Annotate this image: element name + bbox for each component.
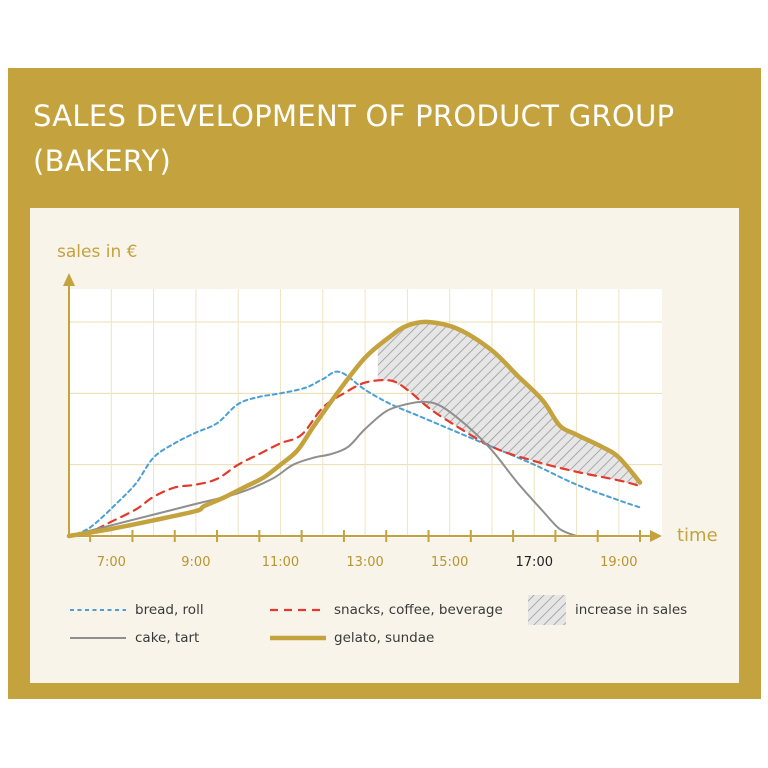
chart-title: SALES DEVELOPMENT OF PRODUCT GROUP (BAKE… <box>33 99 675 178</box>
x-tick-label: 9:00 <box>181 555 210 570</box>
legend-label-snacks: snacks, coffee, beverage <box>334 602 503 618</box>
series-line-bread-roll <box>68 370 641 537</box>
x-tick-label: 19:00 <box>600 555 637 570</box>
legend-swatch-increase <box>528 595 566 625</box>
x-axis-label: time <box>677 525 718 546</box>
axes <box>63 273 662 542</box>
series-line-cake <box>68 400 578 537</box>
axis-labels: 7:00 9:00 11:00 13:00 15:00 17:00 19:00 time sal… <box>57 242 718 570</box>
x-tick-label: 7:00 <box>97 555 126 570</box>
x-tick-label: 11:00 <box>262 555 299 570</box>
x-tick-label: 17:00 <box>516 555 553 570</box>
legend-label-increase: increase in sales <box>575 602 688 618</box>
legend-label-cake: cake, tart <box>135 630 200 646</box>
legend-label-gelato: gelato, sundae <box>334 630 435 646</box>
x-tick-label: 15:00 <box>431 555 468 570</box>
x-axis-arrow <box>650 530 662 542</box>
y-axis-label: sales in € <box>57 242 137 262</box>
series-line-snacks <box>67 378 642 538</box>
increase-area-layer <box>377 322 640 487</box>
legend-swatches <box>70 595 566 641</box>
x-tick-label: 13:00 <box>346 555 383 570</box>
legend-label-bread-roll: bread, roll <box>135 602 204 618</box>
series-line-gelato <box>66 319 643 539</box>
y-axis-arrow <box>63 273 75 286</box>
series-layer <box>66 319 643 539</box>
increase-in-sales-area <box>377 322 640 487</box>
